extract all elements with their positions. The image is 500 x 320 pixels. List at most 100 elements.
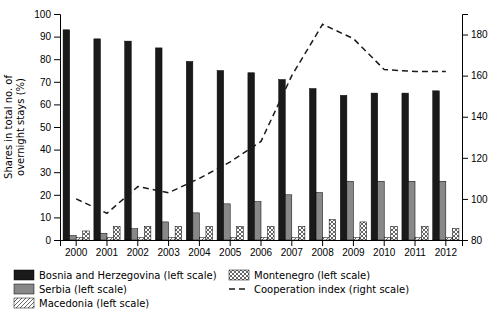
tick-label: 0	[45, 235, 51, 246]
tick-mark	[462, 199, 468, 200]
tick-label: 2000	[65, 247, 88, 258]
bar	[378, 181, 385, 240]
tick-mark	[230, 240, 231, 246]
legend-swatch	[229, 288, 249, 290]
tick-label: 100	[471, 194, 488, 205]
bar	[169, 238, 176, 240]
tick-mark	[76, 240, 77, 246]
tick-mark	[54, 104, 60, 105]
bar	[292, 238, 299, 240]
bar	[217, 71, 224, 241]
tick-label: 2002	[127, 247, 150, 258]
tick: 60	[40, 99, 60, 110]
tick-label: 2008	[311, 247, 334, 258]
bar	[63, 30, 70, 240]
bar	[371, 93, 378, 240]
tick-label: 20	[40, 190, 52, 201]
legend-swatch	[14, 270, 34, 280]
tick: 2011	[404, 240, 426, 258]
axis-line	[61, 241, 463, 247]
bar	[254, 202, 261, 240]
tick-label: 2004	[188, 247, 211, 258]
bar	[310, 89, 317, 240]
tick-mark	[353, 240, 354, 246]
tick: 120	[462, 153, 488, 164]
tick-label: 2003	[157, 247, 180, 258]
tick-mark	[54, 172, 60, 173]
bar	[316, 193, 323, 240]
tick-mark	[199, 240, 200, 246]
bar	[155, 48, 162, 240]
tick-mark	[54, 127, 60, 128]
bar	[76, 238, 83, 240]
y-axis-title: Shares in total no. ofovernight stays (%…	[3, 75, 26, 179]
tick-label: 10	[40, 212, 52, 223]
bar	[175, 226, 182, 240]
bar	[402, 93, 409, 240]
legend-swatch	[14, 284, 34, 294]
tick: 80	[40, 54, 60, 65]
tick: 2006	[250, 240, 273, 258]
tick-label: 80	[40, 54, 52, 65]
bar	[439, 181, 446, 240]
bar	[193, 213, 200, 240]
tick-label: 2012	[435, 247, 458, 258]
tick-label: 30	[40, 167, 52, 178]
legend-label: Cooperation index (right scale)	[254, 284, 409, 295]
bar	[261, 238, 268, 240]
tick: 2008	[311, 240, 334, 258]
bar	[422, 226, 429, 240]
axis-line	[54, 15, 61, 241]
tick: 70	[40, 77, 60, 88]
tick: 2012	[435, 240, 458, 258]
bar	[298, 226, 305, 240]
tick-mark	[445, 240, 446, 246]
tick-mark	[54, 240, 60, 241]
tick-mark	[137, 240, 138, 246]
bar	[144, 226, 151, 240]
tick-label: 120	[471, 153, 488, 164]
legend-item: Bosnia and Herzegovina (left scale)	[14, 270, 217, 281]
legend-swatch	[229, 270, 249, 280]
marks	[63, 24, 459, 240]
legend-label: Macedonia (left scale)	[39, 298, 149, 309]
bar	[329, 220, 336, 240]
bar	[248, 73, 255, 240]
bar	[206, 226, 213, 240]
bar	[347, 181, 354, 240]
tick-label: 2005	[219, 247, 242, 258]
bar	[360, 222, 367, 240]
bar	[162, 222, 169, 240]
axis-line	[463, 15, 469, 241]
bar	[340, 95, 347, 240]
tick: 0	[45, 235, 60, 246]
tick-mark	[384, 240, 385, 246]
legend-item: Cooperation index (right scale)	[229, 284, 409, 295]
tick: 90	[40, 31, 60, 42]
tick: 140	[462, 111, 488, 122]
tick-mark	[54, 59, 60, 60]
tick-label: 2006	[250, 247, 273, 258]
legend: Bosnia and Herzegovina (left scale) Serbi…	[14, 270, 409, 309]
bar	[323, 238, 330, 240]
bar	[408, 181, 415, 240]
tick: 80	[462, 235, 483, 246]
legend-label: Serbia (left scale)	[39, 284, 127, 295]
tick: 2005	[219, 240, 242, 258]
tick-label: 2010	[373, 247, 396, 258]
bar	[107, 238, 114, 240]
tick: 180	[462, 29, 488, 40]
bar	[279, 80, 286, 240]
legend-item: Serbia (left scale)	[14, 284, 127, 295]
chart: 2000200120022003200420052006200720082009…	[0, 0, 500, 320]
tick-label: 2001	[96, 247, 119, 258]
tick-label: 180	[471, 29, 488, 40]
tick-label: 80	[471, 235, 483, 246]
plot: 2000200120022003200420052006200720082009…	[3, 9, 488, 309]
legend-item: Macedonia (left scale)	[14, 298, 149, 309]
y2-axis: 80100120140160180	[462, 15, 488, 246]
tick-mark	[54, 195, 60, 196]
y-axis: 0102030405060708090100	[34, 9, 60, 246]
line	[76, 24, 446, 213]
tick-label: 2009	[342, 247, 365, 258]
